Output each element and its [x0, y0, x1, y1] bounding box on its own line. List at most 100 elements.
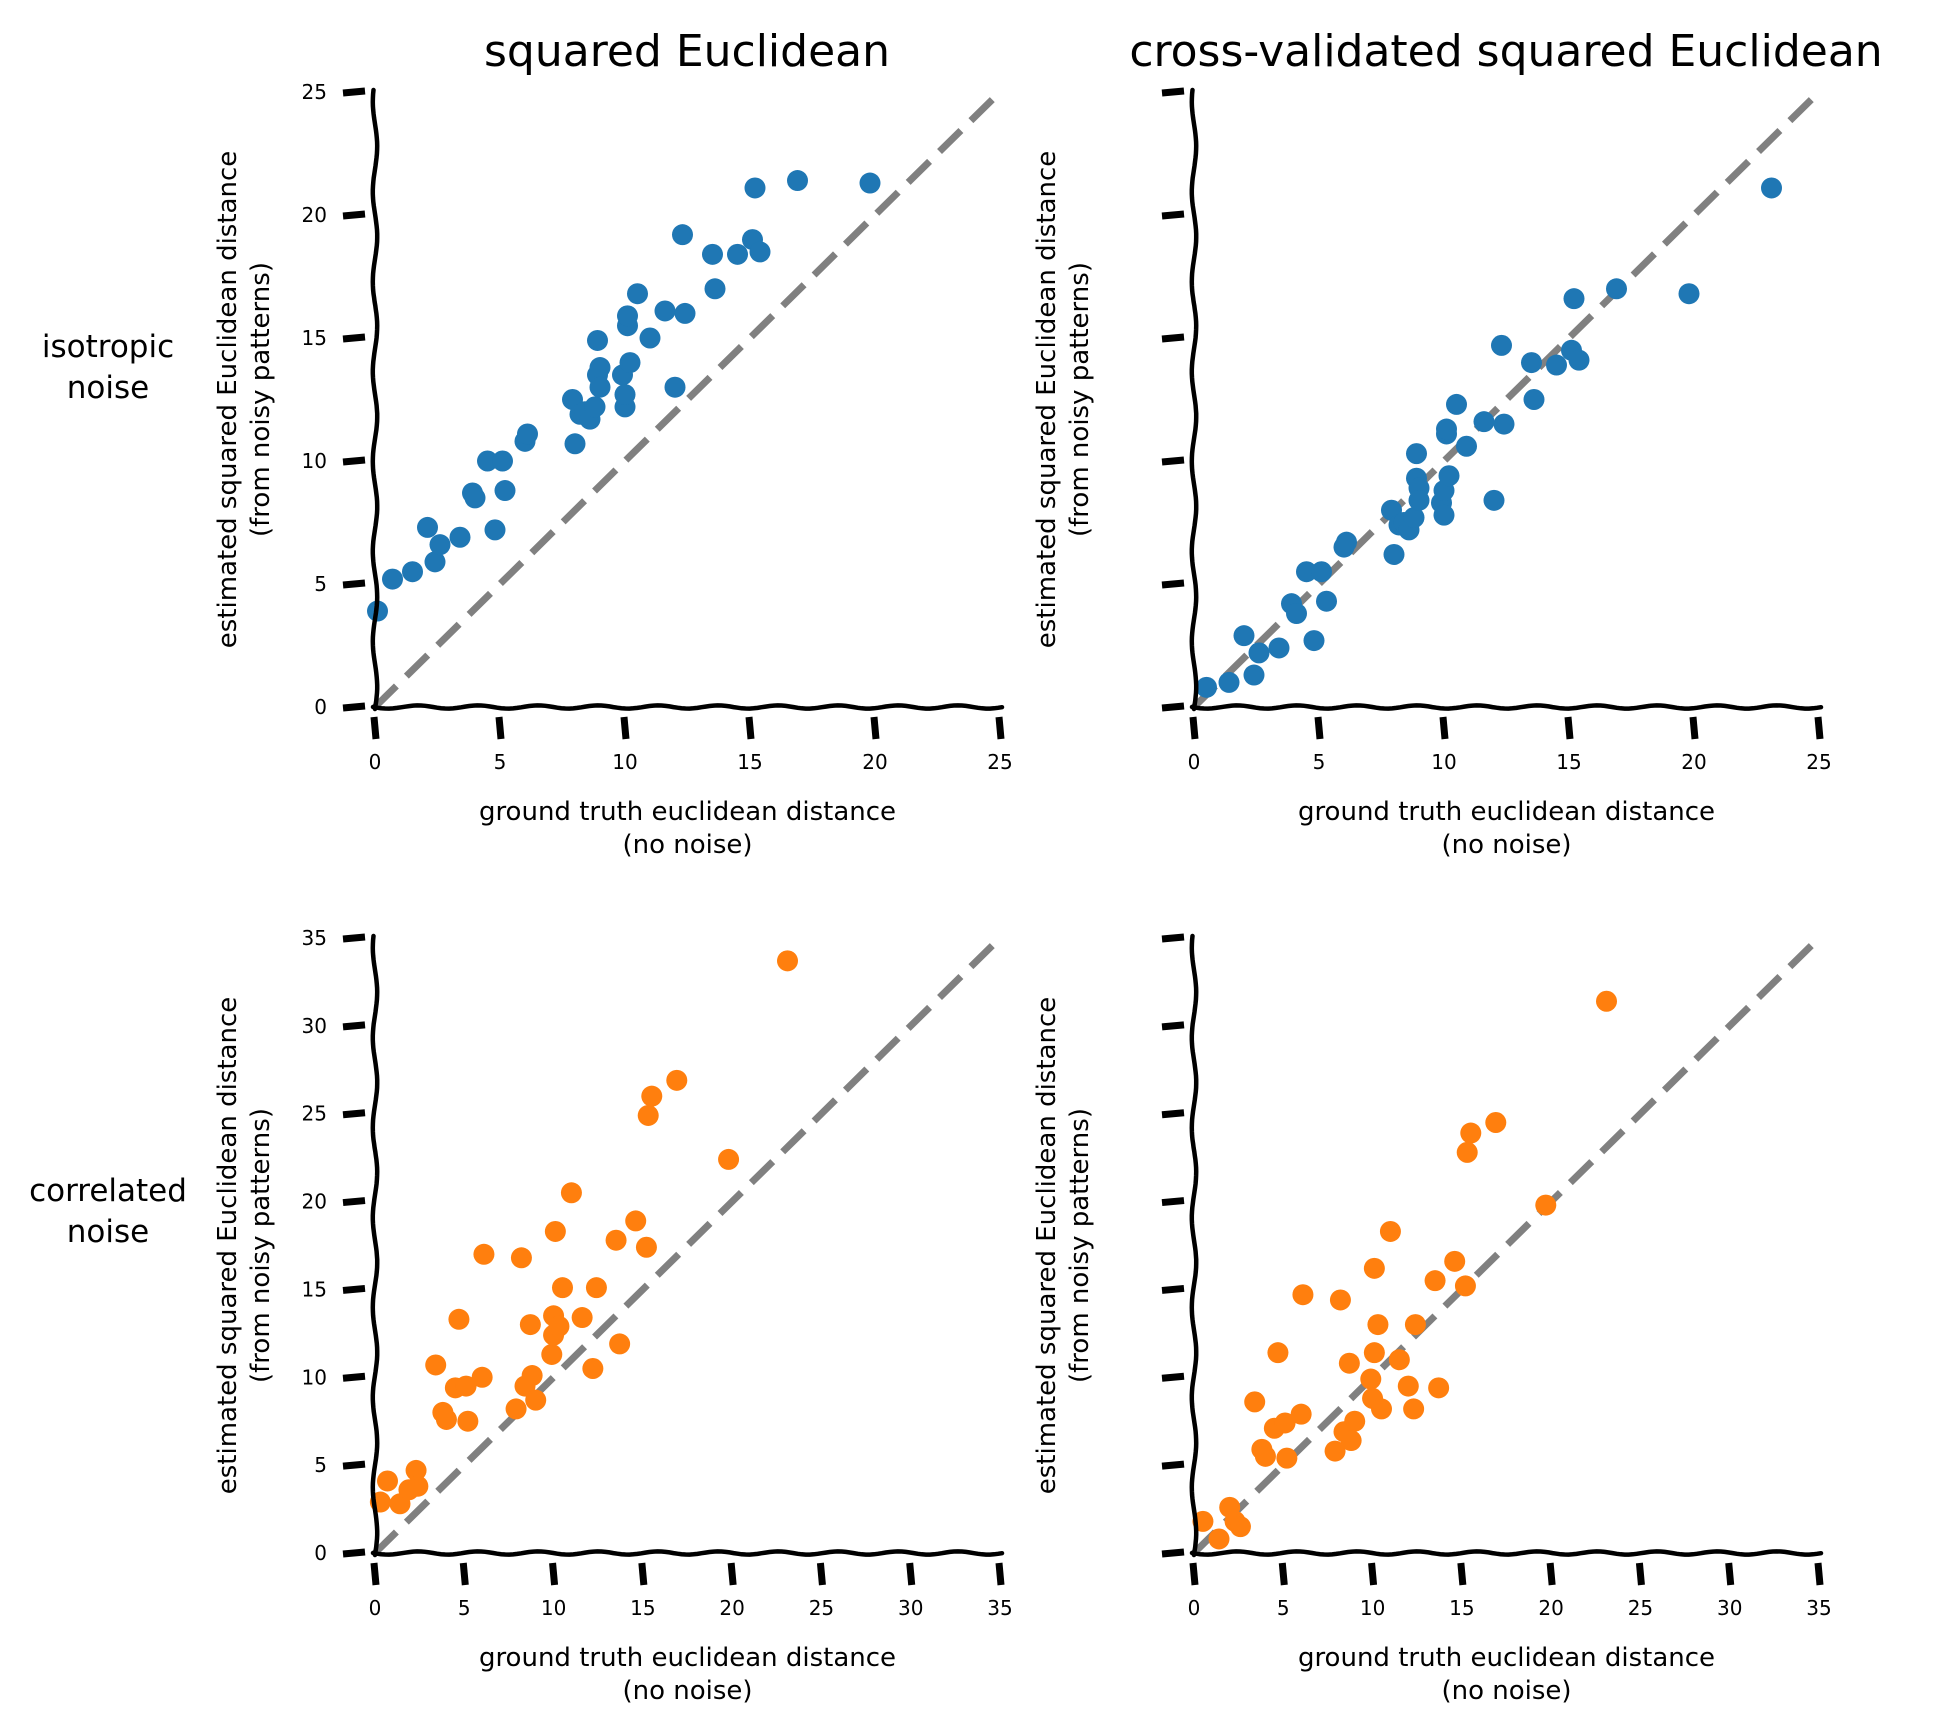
x-tick	[870, 716, 880, 740]
y-tick	[1161, 933, 1185, 943]
data-point	[541, 1343, 563, 1365]
data-point	[571, 1307, 593, 1329]
data-point	[402, 561, 423, 583]
data-point	[619, 352, 641, 374]
x-axis-label: (no noise)	[622, 830, 752, 860]
data-point	[584, 396, 606, 418]
y-tick	[1161, 1548, 1185, 1558]
x-tick-label: 10	[1431, 750, 1456, 774]
y-tick	[342, 1372, 366, 1382]
x-tick	[495, 716, 505, 740]
identity-line	[1191, 935, 1822, 1556]
y-axis-label: estimated squared Euclidean distance	[213, 997, 243, 1495]
y-axis-label: (from noisy patterns)	[246, 262, 276, 537]
x-axis-label: (no noise)	[622, 1676, 752, 1706]
x-tick	[1814, 716, 1824, 740]
x-tick	[638, 1562, 648, 1586]
y-tick	[342, 1284, 366, 1294]
y-tick-label: 5	[314, 1453, 327, 1477]
x-tick-label: 25	[1628, 1596, 1653, 1620]
x-tick	[1457, 1562, 1467, 1586]
data-point	[564, 433, 586, 455]
y-tick	[342, 210, 366, 220]
x-tick-label: 35	[987, 1596, 1012, 1620]
chart-panel-bottom-right: 0 5 10 15 20 25 30 35 ground truth euclidean dis…	[1032, 933, 1832, 1706]
x-tick-label: 0	[1188, 750, 1201, 774]
panel-title-right: cross-validated squared Euclidean	[1129, 26, 1882, 77]
x-tick-label: 0	[369, 1596, 382, 1620]
y-tick	[342, 1548, 366, 1558]
row-label-bottom-line1: correlated	[29, 1173, 187, 1209]
data-point	[635, 1236, 657, 1258]
x-tick	[370, 1562, 380, 1586]
y-tick	[342, 702, 366, 712]
x-tick	[1564, 716, 1574, 740]
data-point	[1596, 990, 1617, 1012]
y-tick-label: 35	[302, 926, 327, 950]
data-point	[1363, 1342, 1385, 1364]
y-tick	[1161, 1372, 1185, 1382]
data-point	[589, 376, 611, 398]
data-point	[449, 526, 471, 548]
data-point	[1456, 435, 1477, 457]
data-point	[457, 1410, 479, 1432]
data-point	[464, 487, 486, 509]
data-point	[1454, 1275, 1476, 1297]
x-axis-line	[1189, 703, 1824, 711]
data-point	[744, 177, 766, 199]
x-tick	[370, 716, 380, 740]
data-point	[1338, 1352, 1360, 1374]
data-point	[585, 1277, 607, 1299]
y-axis-line	[1189, 933, 1199, 1558]
data-point	[1303, 630, 1325, 652]
y-tick	[342, 1197, 366, 1207]
data-point	[1433, 504, 1455, 526]
data-point	[525, 1389, 547, 1411]
x-tick	[1689, 716, 1699, 740]
data-point	[639, 327, 661, 349]
data-point	[429, 534, 451, 556]
y-axis-label: (from noisy patterns)	[246, 1108, 276, 1383]
data-point	[405, 1459, 427, 1481]
y-tick	[342, 579, 366, 589]
x-axis-line	[370, 1549, 1005, 1557]
data-point	[777, 950, 798, 972]
row-label-top-line2: noise	[67, 370, 149, 406]
y-tick-label: 0	[314, 1541, 327, 1565]
data-point	[1383, 543, 1405, 565]
row-label-bottom-line2: noise	[67, 1214, 149, 1250]
data-point	[1535, 1194, 1557, 1216]
x-tick	[1814, 1562, 1824, 1586]
x-tick-label: 5	[494, 750, 507, 774]
data-point	[448, 1308, 470, 1330]
data-point	[1546, 354, 1567, 376]
x-tick	[995, 716, 1005, 740]
x-tick-label: 10	[612, 750, 637, 774]
x-tick-label: 20	[1681, 750, 1706, 774]
y-tick-label: 5	[314, 572, 327, 596]
y-axis-line	[370, 933, 380, 1558]
x-axis-label: ground truth euclidean distance	[1298, 797, 1715, 827]
data-point	[1563, 288, 1585, 310]
data-point	[425, 1354, 447, 1376]
data-point	[1367, 1314, 1389, 1336]
x-axis-label: (no noise)	[1441, 830, 1571, 860]
data-point	[1428, 1377, 1450, 1399]
data-point	[587, 329, 608, 351]
data-point	[435, 1408, 457, 1430]
data-point	[1244, 1391, 1266, 1413]
x-tick	[1725, 1562, 1735, 1586]
data-point	[1483, 489, 1505, 511]
y-tick	[1161, 1284, 1185, 1294]
data-point	[1424, 1270, 1446, 1292]
y-tick	[1161, 1021, 1185, 1031]
x-tick	[549, 1562, 559, 1586]
x-axis-line	[370, 703, 1005, 711]
x-tick-label: 10	[1360, 1596, 1385, 1620]
data-point	[1218, 671, 1240, 693]
data-point	[1267, 1342, 1289, 1364]
data-point	[1408, 489, 1430, 511]
data-point	[1229, 1516, 1251, 1538]
y-tick	[342, 1021, 366, 1031]
